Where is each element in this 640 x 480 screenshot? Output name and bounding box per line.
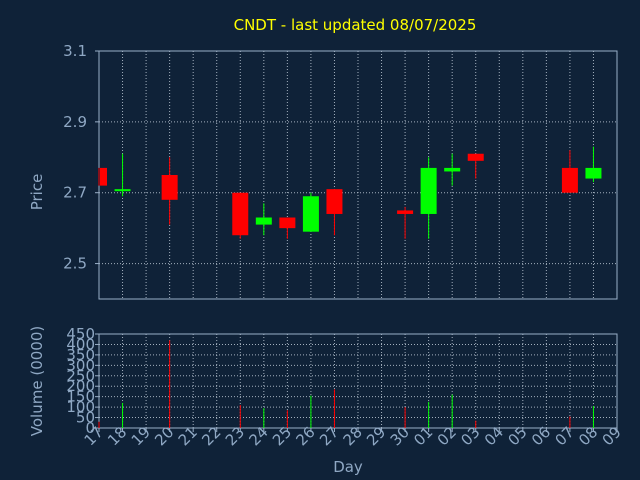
x-tick-label: 07 bbox=[552, 423, 578, 449]
volume-tick-label: 250 bbox=[66, 367, 95, 385]
price-tick-label: 2.7 bbox=[63, 184, 87, 202]
chart-title: CNDT - last updated 08/07/2025 bbox=[234, 16, 477, 34]
candle-body bbox=[279, 217, 296, 229]
price-panel: 2.5 2.7 2.9 3.1 bbox=[63, 42, 618, 300]
price-tick-label: 3.1 bbox=[63, 42, 87, 60]
price-tick-label: 2.9 bbox=[63, 113, 87, 131]
x-tick-label: 04 bbox=[481, 423, 507, 449]
price-axis-label: Price bbox=[28, 174, 46, 211]
x-tick-label: 18 bbox=[104, 423, 130, 449]
x-tick-label: 30 bbox=[387, 423, 413, 449]
x-tick-label: 24 bbox=[245, 423, 271, 449]
candle-body bbox=[161, 175, 178, 200]
volume-tick-label: 200 bbox=[66, 377, 95, 395]
candle-body bbox=[444, 167, 461, 172]
x-tick-label: 29 bbox=[363, 423, 389, 449]
x-tick-label: 28 bbox=[340, 423, 366, 449]
price-tick-label: 2.5 bbox=[63, 255, 87, 273]
x-tick-label: 03 bbox=[457, 423, 483, 449]
volume-tick-label: 100 bbox=[66, 398, 95, 416]
candle-body bbox=[302, 196, 319, 232]
volume-plot-frame bbox=[98, 333, 618, 429]
x-tick-label: 25 bbox=[269, 423, 295, 449]
volume-tick-label: 400 bbox=[66, 335, 95, 353]
x-tick-label: 01 bbox=[410, 423, 436, 449]
volume-axis-label: Volume (0000) bbox=[28, 326, 46, 436]
volume-tick-label: 150 bbox=[66, 388, 95, 406]
candle-body bbox=[255, 217, 272, 225]
candle-body bbox=[100, 167, 107, 186]
candle-body bbox=[561, 167, 578, 193]
x-axis-label: Day bbox=[333, 458, 363, 476]
x-tick-label: 27 bbox=[316, 423, 342, 449]
x-tick-label: 08 bbox=[575, 423, 601, 449]
volume-tick-label: 300 bbox=[66, 356, 95, 374]
volume-tick-label: 50 bbox=[76, 409, 95, 427]
candle-body bbox=[397, 210, 414, 214]
x-tick-label: 20 bbox=[151, 423, 177, 449]
candle-body bbox=[467, 153, 484, 161]
x-tick-label: 22 bbox=[198, 423, 224, 449]
candle-body bbox=[585, 167, 602, 179]
candle-body bbox=[114, 189, 131, 192]
x-tick-label: 26 bbox=[293, 423, 319, 449]
x-tick-label: 21 bbox=[175, 423, 201, 449]
volume-tick-label: 0 bbox=[85, 419, 95, 437]
x-tick-label: 06 bbox=[528, 423, 554, 449]
x-tick-label: 09 bbox=[599, 423, 625, 449]
x-tick-label: 23 bbox=[222, 423, 248, 449]
volume-panel: 0501001502002503003504004501718192021222… bbox=[66, 325, 624, 449]
candle-body bbox=[232, 192, 249, 236]
x-tick-label: 19 bbox=[128, 423, 154, 449]
x-tick-label: 05 bbox=[504, 423, 530, 449]
candle-body bbox=[326, 189, 343, 214]
volume-tick-label: 450 bbox=[66, 325, 95, 343]
candle-body bbox=[420, 167, 437, 214]
x-tick-label: 02 bbox=[434, 423, 460, 449]
volume-tick-label: 350 bbox=[66, 346, 95, 364]
